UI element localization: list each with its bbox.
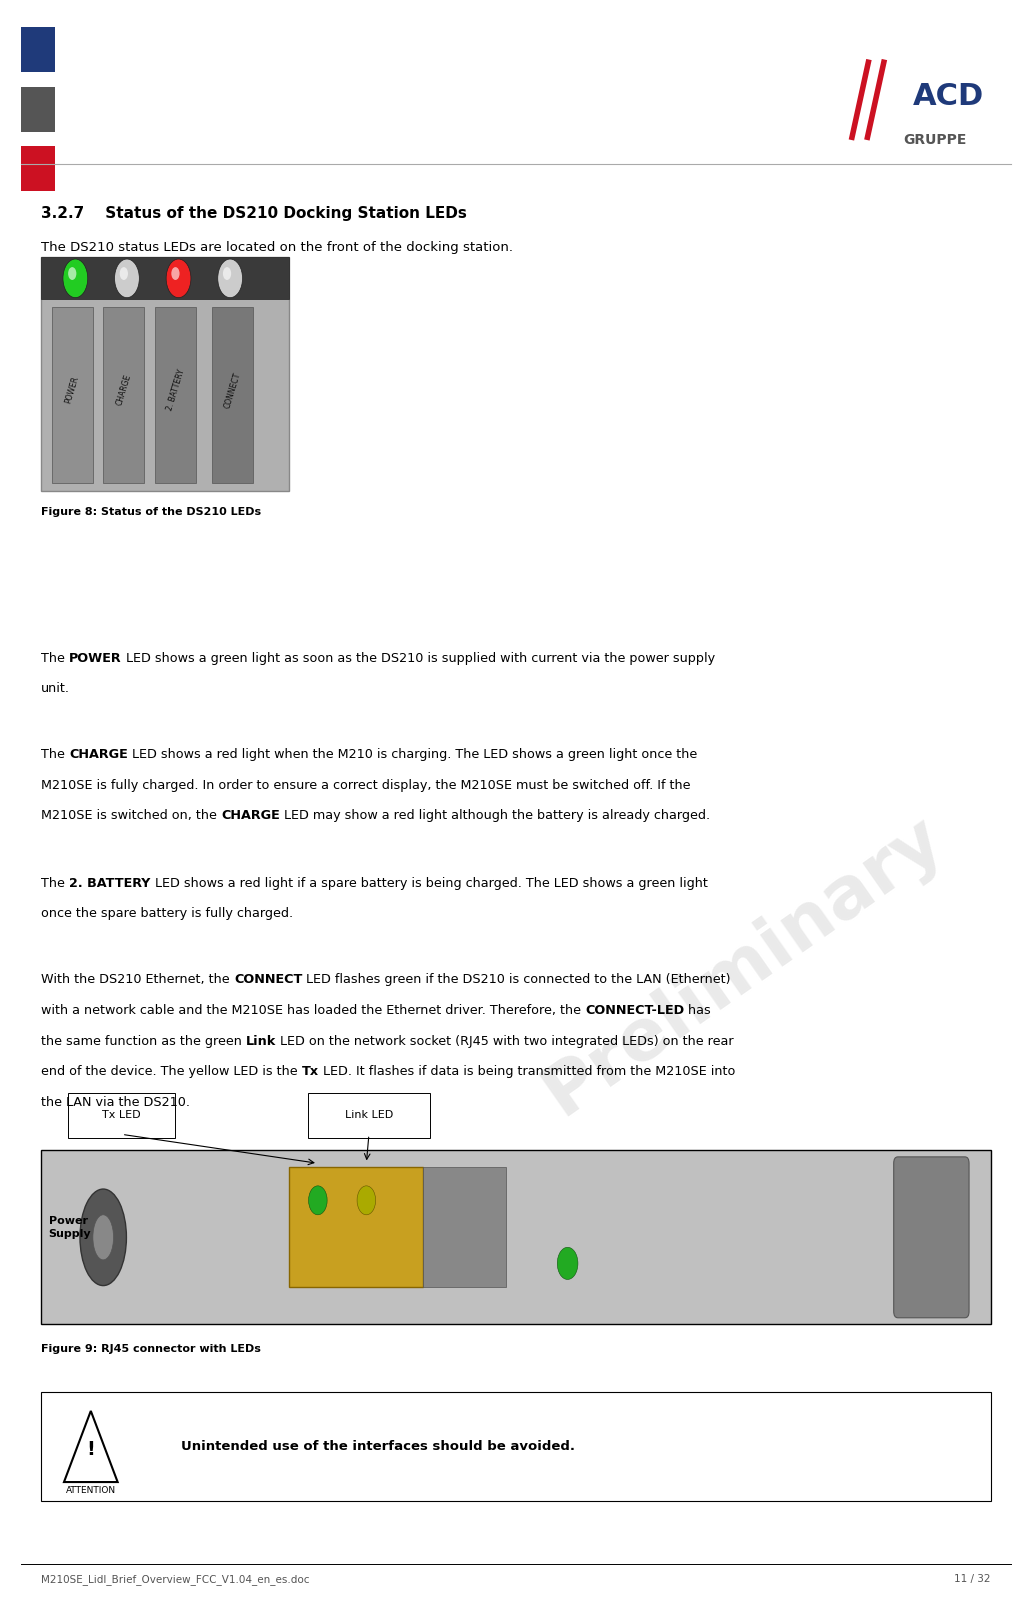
Text: LED flashes green if the DS210 is connected to the LAN (Ethernet): LED flashes green if the DS210 is connec… (302, 973, 731, 986)
Text: end of the device. The yellow LED is the: end of the device. The yellow LED is the (41, 1065, 302, 1078)
Text: the LAN via the DS210.: the LAN via the DS210. (41, 1096, 190, 1109)
Text: Preliminary: Preliminary (530, 803, 956, 1128)
Text: 2. BATTERY: 2. BATTERY (165, 368, 186, 412)
Circle shape (218, 259, 243, 298)
FancyBboxPatch shape (155, 307, 196, 483)
Circle shape (68, 267, 76, 280)
Text: Unintended use of the interfaces should be avoided.: Unintended use of the interfaces should … (181, 1440, 575, 1453)
FancyBboxPatch shape (423, 1167, 506, 1287)
Circle shape (557, 1247, 578, 1279)
Text: with a network cable and the M210SE has loaded the Ethernet driver. Therefore, t: with a network cable and the M210SE has … (41, 1004, 585, 1017)
Text: CHARGE: CHARGE (221, 809, 280, 822)
Text: The: The (41, 652, 69, 665)
FancyBboxPatch shape (212, 307, 253, 483)
Text: The DS210 status LEDs are located on the front of the docking station.: The DS210 status LEDs are located on the… (41, 241, 513, 254)
Text: has: has (684, 1004, 711, 1017)
Text: ATTENTION: ATTENTION (66, 1485, 116, 1495)
Text: Power
Supply: Power Supply (49, 1216, 91, 1239)
Text: LED shows a green light as soon as the DS210 is supplied with current via the po: LED shows a green light as soon as the D… (122, 652, 715, 665)
Text: POWER: POWER (64, 375, 80, 405)
Text: Figure 9: RJ45 connector with LEDs: Figure 9: RJ45 connector with LEDs (41, 1344, 261, 1353)
Text: the same function as the green: the same function as the green (41, 1035, 247, 1047)
Text: 3.2.7    Status of the DS210 Docking Station LEDs: 3.2.7 Status of the DS210 Docking Statio… (41, 206, 467, 220)
Text: CONNECT: CONNECT (234, 973, 302, 986)
Text: LED shows a red light if a spare battery is being charged. The LED shows a green: LED shows a red light if a spare battery… (151, 877, 707, 890)
Text: LED. It flashes if data is being transmitted from the M210SE into: LED. It flashes if data is being transmi… (319, 1065, 736, 1078)
Text: GRUPPE: GRUPPE (903, 134, 966, 146)
Text: With the DS210 Ethernet, the: With the DS210 Ethernet, the (41, 973, 234, 986)
Circle shape (115, 259, 139, 298)
Text: 2. BATTERY: 2. BATTERY (69, 877, 151, 890)
Text: CHARGE: CHARGE (69, 748, 128, 761)
Circle shape (166, 259, 191, 298)
Text: 11 / 32: 11 / 32 (955, 1574, 991, 1583)
FancyBboxPatch shape (894, 1157, 969, 1318)
Text: Link: Link (247, 1035, 277, 1047)
Text: ACD: ACD (913, 82, 985, 111)
Text: Tx: Tx (302, 1065, 319, 1078)
Text: LED on the network socket (RJ45 with two integrated LEDs) on the rear: LED on the network socket (RJ45 with two… (277, 1035, 734, 1047)
Text: POWER: POWER (69, 652, 122, 665)
FancyBboxPatch shape (41, 257, 289, 299)
FancyBboxPatch shape (41, 257, 289, 491)
Ellipse shape (93, 1215, 114, 1260)
Text: M210SE is switched on, the: M210SE is switched on, the (41, 809, 221, 822)
Text: M210SE_Lidl_Brief_Overview_FCC_V1.04_en_es.doc: M210SE_Lidl_Brief_Overview_FCC_V1.04_en_… (41, 1574, 310, 1585)
FancyBboxPatch shape (21, 87, 55, 132)
Circle shape (309, 1186, 327, 1215)
Text: Link LED: Link LED (345, 1110, 393, 1120)
FancyBboxPatch shape (41, 1150, 991, 1324)
Circle shape (223, 267, 231, 280)
FancyBboxPatch shape (52, 307, 93, 483)
Text: !: ! (87, 1440, 95, 1459)
Text: unit.: unit. (41, 682, 70, 695)
FancyBboxPatch shape (103, 307, 144, 483)
FancyBboxPatch shape (289, 1167, 423, 1287)
Circle shape (357, 1186, 376, 1215)
Text: CHARGE: CHARGE (115, 373, 133, 407)
FancyBboxPatch shape (21, 27, 55, 72)
FancyBboxPatch shape (21, 146, 55, 191)
Circle shape (120, 267, 128, 280)
Text: LED may show a red light although the battery is already charged.: LED may show a red light although the ba… (280, 809, 710, 822)
Text: The: The (41, 748, 69, 761)
Text: Figure 8: Status of the DS210 LEDs: Figure 8: Status of the DS210 LEDs (41, 507, 261, 516)
Text: M210SE is fully charged. In order to ensure a correct display, the M210SE must b: M210SE is fully charged. In order to ens… (41, 779, 690, 792)
FancyBboxPatch shape (41, 1392, 991, 1501)
Text: once the spare battery is fully charged.: once the spare battery is fully charged. (41, 907, 293, 920)
Ellipse shape (80, 1189, 126, 1286)
Circle shape (171, 267, 180, 280)
Polygon shape (64, 1411, 118, 1482)
Text: CONNECT: CONNECT (223, 372, 241, 409)
Circle shape (63, 259, 88, 298)
Text: LED shows a red light when the M210 is charging. The LED shows a green light onc: LED shows a red light when the M210 is c… (128, 748, 698, 761)
Text: The: The (41, 877, 69, 890)
Text: CONNECT-LED: CONNECT-LED (585, 1004, 684, 1017)
Text: Tx LED: Tx LED (102, 1110, 141, 1120)
